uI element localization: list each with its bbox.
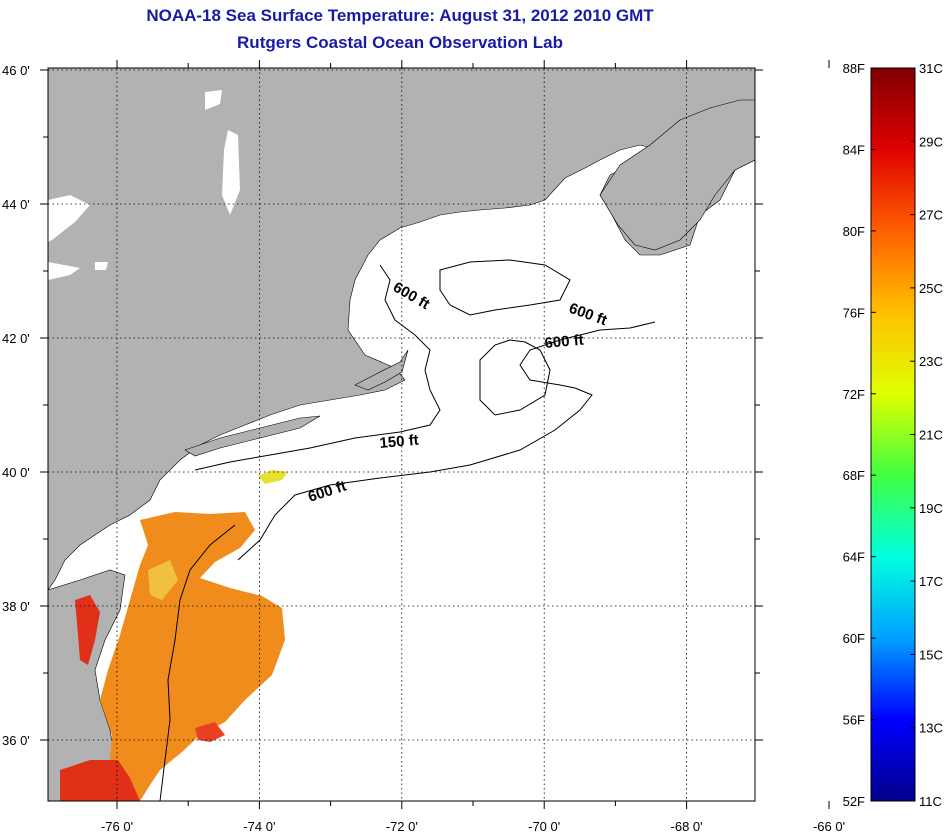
colorbar-label-f: 60F (843, 631, 865, 646)
lon-tick-label: -76 0' (101, 819, 133, 834)
colorbar-label-c: 31C (919, 61, 943, 76)
colorbar-label-f: 72F (843, 387, 865, 402)
lon-tick-label: -74 0' (243, 819, 275, 834)
sst-hot-patch (75, 595, 100, 665)
lake (48, 195, 90, 242)
colorbar-label-f: 56F (843, 713, 865, 728)
depth-contour (439, 259, 571, 316)
lat-tick-label: 40 0' (2, 465, 30, 480)
colorbar-label-c: 25C (919, 281, 943, 296)
cape-cod-land (354, 349, 409, 391)
colorbar-label-f: 80F (843, 224, 865, 239)
chart-subtitle: Rutgers Coastal Ocean Observation Lab (237, 33, 563, 52)
depth-contour (479, 339, 551, 416)
depth-contour (237, 321, 656, 561)
lon-tick-label: -70 0' (528, 819, 560, 834)
colorbar-label-c: 15C (919, 647, 943, 662)
axes: -76 0'-74 0'-72 0'-70 0'-68 0'-66 0'-64 … (2, 60, 845, 834)
colorbar-label-f: 88F (843, 61, 865, 76)
lat-tick-label: 46 0' (2, 63, 30, 78)
lon-tick-label: -66 0' (813, 819, 845, 834)
colorbar-label-f: 84F (843, 142, 865, 157)
chart-title: NOAA-18 Sea Surface Temperature: August … (146, 6, 654, 25)
sst-yellow-patch (148, 560, 178, 600)
lake (48, 262, 80, 280)
sst-yellow-patch (258, 470, 288, 484)
colorbar-label-f: 68F (843, 468, 865, 483)
lake (205, 90, 222, 110)
contour-label: 600 ft (544, 332, 585, 352)
grid (48, 68, 755, 801)
contour-label: 150 ft (379, 432, 420, 452)
lon-tick-label: -68 0' (671, 819, 703, 834)
lat-tick-label: 36 0' (2, 733, 30, 748)
colorbar (870, 67, 916, 802)
depth-contour (159, 524, 236, 801)
colorbar-label-c: 29C (919, 134, 943, 149)
colorbar-label-f: 64F (843, 550, 865, 565)
sst-hot-patch (195, 722, 225, 742)
colorbar-label-c: 13C (919, 721, 943, 736)
colorbar-labels: 88F 84F 80F 76F 72F 68F 64F 60F 56F 52F 31C 29C 27C 2… (843, 61, 943, 809)
lon-tick-label: -72 0' (386, 819, 418, 834)
colorbar-label-c: 27C (919, 208, 943, 223)
lat-tick-label: 38 0' (2, 599, 30, 614)
colorbar-label-c: 17C (919, 574, 943, 589)
lake (222, 130, 240, 215)
colorbar-label-c: 23C (919, 354, 943, 369)
colorbar-label-c: 19C (919, 501, 943, 516)
lat-tick-label: 44 0' (2, 197, 30, 212)
colorbar-label-c: 11C (919, 794, 942, 809)
lat-tick-label: 42 0' (2, 331, 30, 346)
colorbar-label-f: 52F (843, 794, 865, 809)
nova-scotia-land (599, 99, 755, 251)
colorbar-label-c: 21C (919, 428, 943, 443)
sst-hot-patch (60, 760, 140, 801)
lake (95, 262, 108, 270)
colorbar-label-f: 76F (843, 305, 865, 320)
long-island-land (184, 415, 321, 457)
sst-warm-patch (95, 512, 285, 801)
depth-contour (194, 264, 441, 471)
